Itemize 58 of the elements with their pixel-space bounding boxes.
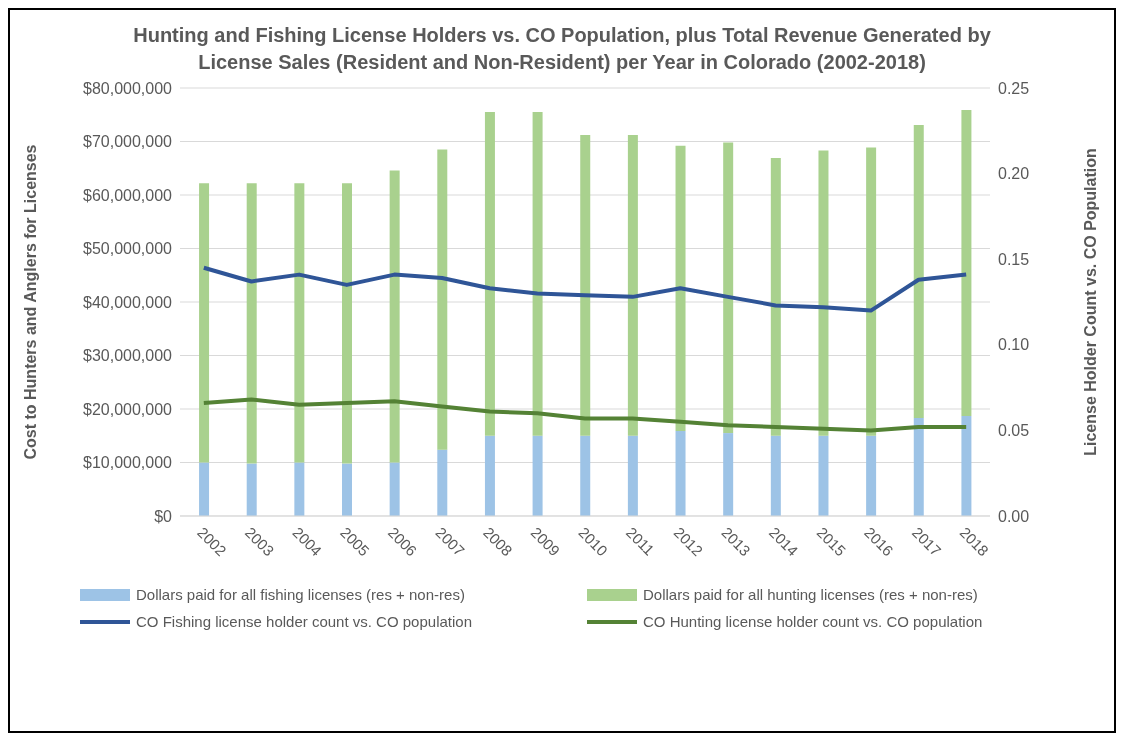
- bar: [342, 183, 352, 464]
- y-tick-label: $80,000,000: [83, 79, 173, 97]
- bar: [437, 449, 448, 516]
- bar: [866, 147, 877, 436]
- y2-tick-label: 0.10: [998, 336, 1030, 354]
- y2-tick-label: 0.00: [998, 507, 1030, 525]
- bar: [484, 435, 495, 516]
- bar: [675, 145, 686, 431]
- bar: [770, 158, 781, 436]
- bar: [913, 124, 924, 419]
- y-tick-label: $10,000,000: [83, 454, 173, 472]
- bar: [866, 435, 877, 516]
- bar: [246, 463, 257, 516]
- y-tick-label: $60,000,000: [83, 186, 173, 204]
- bar: [961, 415, 972, 516]
- bar: [437, 149, 448, 450]
- y-tick-label: $0: [154, 507, 173, 525]
- y2-tick-label: 0.20: [998, 165, 1030, 183]
- y-tick-label: $70,000,000: [83, 133, 173, 151]
- legend-label: Dollars paid for all fishing licenses (res + non-res): [136, 586, 465, 603]
- legend-label: CO Fishing license holder count vs. CO population: [136, 613, 473, 630]
- legend-label: Dollars paid for all hunting licenses (res + non-res): [643, 586, 978, 603]
- y2-tick-label: 0.25: [998, 79, 1030, 97]
- bar: [627, 435, 638, 516]
- bar: [913, 418, 924, 516]
- bar: [389, 462, 400, 516]
- y-tick-label: $50,000,000: [83, 240, 173, 258]
- bar: [484, 112, 495, 436]
- y-tick-label: $30,000,000: [83, 347, 173, 365]
- bar: [246, 183, 257, 464]
- bar: [342, 463, 352, 516]
- bar: [199, 183, 210, 463]
- chart-title: Hunting and Fishing License Holders vs. CO Population, plus Total Revenue Generated by License Sales (Resident and Non-Resident) per Year in Colorado (2002-2018): [132, 23, 992, 75]
- bar: [723, 142, 734, 434]
- bar: [532, 112, 543, 436]
- bar: [532, 435, 543, 516]
- line-series: [201, 397, 969, 433]
- y2-tick-label: 0.05: [998, 422, 1030, 440]
- bar: [580, 135, 591, 436]
- bar: [961, 109, 972, 416]
- bar: [818, 435, 829, 516]
- bar: [723, 433, 734, 516]
- legend-label: CO Hunting license holder count vs. CO population: [643, 613, 983, 630]
- bar: [627, 135, 638, 436]
- y-tick-label: $20,000,000: [83, 400, 173, 418]
- bar: [199, 462, 210, 516]
- y2-tick-label: 0.15: [998, 250, 1030, 268]
- bar: [294, 462, 305, 516]
- bar: [770, 435, 781, 516]
- bar: [389, 170, 400, 463]
- y-axis-title: Cost to Hunters and Anglers for Licenses: [21, 144, 39, 460]
- bar: [294, 183, 305, 463]
- line-series: [201, 265, 969, 313]
- y2-axis-title: License Holder Count vs. CO Population: [1081, 148, 1099, 456]
- bar: [675, 430, 686, 516]
- bar: [580, 435, 591, 516]
- bar: [818, 150, 829, 436]
- y-tick-label: $40,000,000: [83, 293, 173, 311]
